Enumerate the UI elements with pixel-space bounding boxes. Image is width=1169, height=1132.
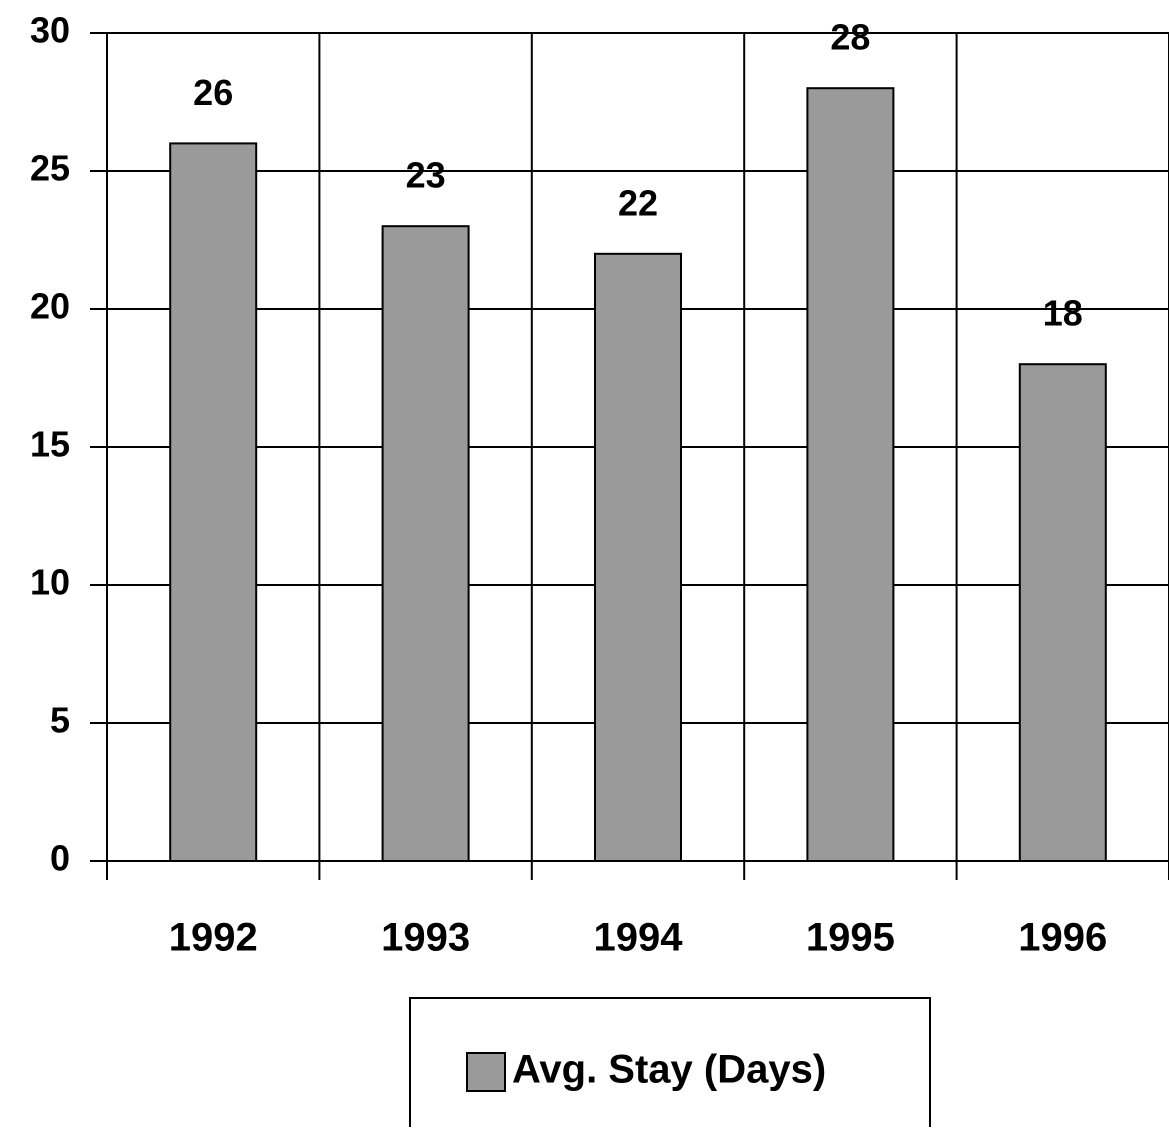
data-label: 23	[406, 155, 446, 196]
y-tick-label: 30	[30, 10, 70, 51]
data-label: 22	[618, 182, 658, 223]
bar	[1018, 363, 1107, 862]
x-tick-label: 1992	[169, 916, 258, 960]
x-tick-label: 1996	[1018, 916, 1107, 960]
legend-swatch	[466, 1052, 506, 1092]
y-tick-label: 20	[30, 286, 70, 327]
bar	[806, 87, 895, 862]
bar	[169, 142, 258, 862]
x-tick-label: 1993	[381, 916, 470, 960]
legend-label: Avg. Stay (Days)	[512, 1048, 826, 1092]
data-label: 28	[830, 17, 870, 58]
bar	[381, 225, 470, 862]
x-tick-label: 1995	[806, 916, 895, 960]
data-label: 26	[193, 72, 233, 113]
bar	[594, 252, 682, 863]
y-tick-label: 0	[50, 838, 70, 879]
y-tick-label: 25	[30, 148, 70, 189]
data-label: 18	[1043, 293, 1083, 334]
y-tick-label: 5	[50, 700, 70, 741]
y-tick-label: 10	[30, 562, 70, 603]
y-tick-label: 15	[30, 424, 70, 465]
x-tick-label: 1994	[594, 916, 684, 960]
